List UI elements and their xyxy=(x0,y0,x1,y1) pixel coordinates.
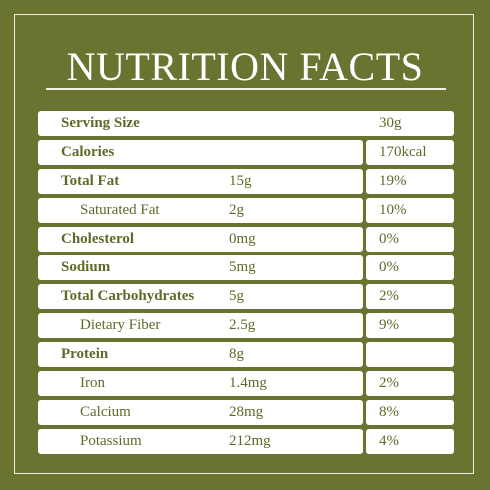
title-underline xyxy=(46,88,446,90)
nutrition-row-iron: Iron 1.4mg 2% xyxy=(38,371,454,397)
row-amount: 8g xyxy=(229,346,244,363)
row-daily-value: 2% xyxy=(379,288,399,305)
row-box-left xyxy=(38,111,454,136)
row-box-right xyxy=(366,226,454,252)
row-label: Dietary Fiber xyxy=(80,317,161,334)
row-box-left xyxy=(38,342,363,368)
row-label: Protein xyxy=(61,346,109,363)
row-box-right xyxy=(366,313,454,339)
nutrition-row-calories: Calories 170kcal xyxy=(38,139,454,165)
row-daily-value: 170kcal xyxy=(379,143,427,160)
row-box-right xyxy=(366,342,454,368)
row-box-right xyxy=(366,168,454,194)
row-label: Calories xyxy=(61,143,115,160)
row-box-left xyxy=(38,197,363,223)
row-label: Calcium xyxy=(80,403,131,420)
row-amount: 2g xyxy=(229,201,244,218)
row-daily-value: 4% xyxy=(379,432,399,449)
row-amount: 28mg xyxy=(229,403,264,420)
row-amount: 15g xyxy=(229,172,252,189)
row-label: Total Fat xyxy=(61,172,120,189)
row-box-right xyxy=(366,139,454,165)
row-label: Cholesterol xyxy=(61,230,135,247)
row-amount: 5mg xyxy=(229,259,256,276)
nutrition-row-sodium: Sodium 5mg 0% xyxy=(38,255,454,281)
row-label: Sodium xyxy=(61,259,111,276)
page-title: NUTRITION FACTS xyxy=(66,44,424,89)
row-box-right xyxy=(366,284,454,310)
row-daily-value: 30g xyxy=(379,115,402,131)
nutrition-row-saturated-fat: Saturated Fat 2g 10% xyxy=(38,197,454,223)
row-box-left xyxy=(38,226,363,252)
nutrition-row-calcium: Calcium 28mg 8% xyxy=(38,399,454,425)
row-box-left xyxy=(38,284,363,310)
nutrition-row-protein: Protein 8g xyxy=(38,342,454,368)
row-label: Saturated Fat xyxy=(80,201,160,218)
row-daily-value: 10% xyxy=(379,201,407,218)
row-label: Iron xyxy=(80,375,105,392)
row-daily-value: 0% xyxy=(379,230,399,247)
row-box-right xyxy=(366,399,454,425)
row-daily-value: 9% xyxy=(379,317,399,334)
nutrition-row-serving-size: Serving Size 30g xyxy=(38,111,454,136)
row-daily-value: 8% xyxy=(379,403,399,420)
row-box-right xyxy=(366,371,454,397)
row-box-left xyxy=(38,313,363,339)
row-amount: 0mg xyxy=(229,230,256,247)
row-amount: 5g xyxy=(229,288,244,305)
row-amount: 1.4mg xyxy=(229,375,267,392)
row-daily-value: 2% xyxy=(379,375,399,392)
nutrition-row-dietary-fiber: Dietary Fiber 2.5g 9% xyxy=(38,313,454,339)
outer-frame xyxy=(14,14,474,474)
row-daily-value: 19% xyxy=(379,172,407,189)
row-box-right xyxy=(366,255,454,281)
row-box-right xyxy=(366,428,454,454)
nutrition-table: Serving Size 30g Calories 170kcal Total … xyxy=(38,111,454,458)
row-label: Serving Size xyxy=(61,115,140,131)
row-label: Total Carbohydrates xyxy=(61,288,195,305)
row-box-left xyxy=(38,399,363,425)
row-amount: 2.5g xyxy=(229,317,256,334)
row-amount: 212mg xyxy=(229,432,271,449)
row-daily-value: 0% xyxy=(379,259,399,276)
nutrition-row-total-fat: Total Fat 15g 19% xyxy=(38,168,454,194)
row-box-left xyxy=(38,371,363,397)
row-box-left xyxy=(38,139,363,165)
nutrition-row-cholesterol: Cholesterol 0mg 0% xyxy=(38,226,454,252)
row-label: Potassium xyxy=(80,432,142,449)
row-box-left xyxy=(38,428,363,454)
nutrition-row-potassium: Potassium 212mg 4% xyxy=(38,428,454,454)
row-box-left xyxy=(38,255,363,281)
nutrition-row-total-carbohydrates: Total Carbohydrates 5g 2% xyxy=(38,284,454,310)
row-box-right xyxy=(366,197,454,223)
row-box-left xyxy=(38,168,363,194)
